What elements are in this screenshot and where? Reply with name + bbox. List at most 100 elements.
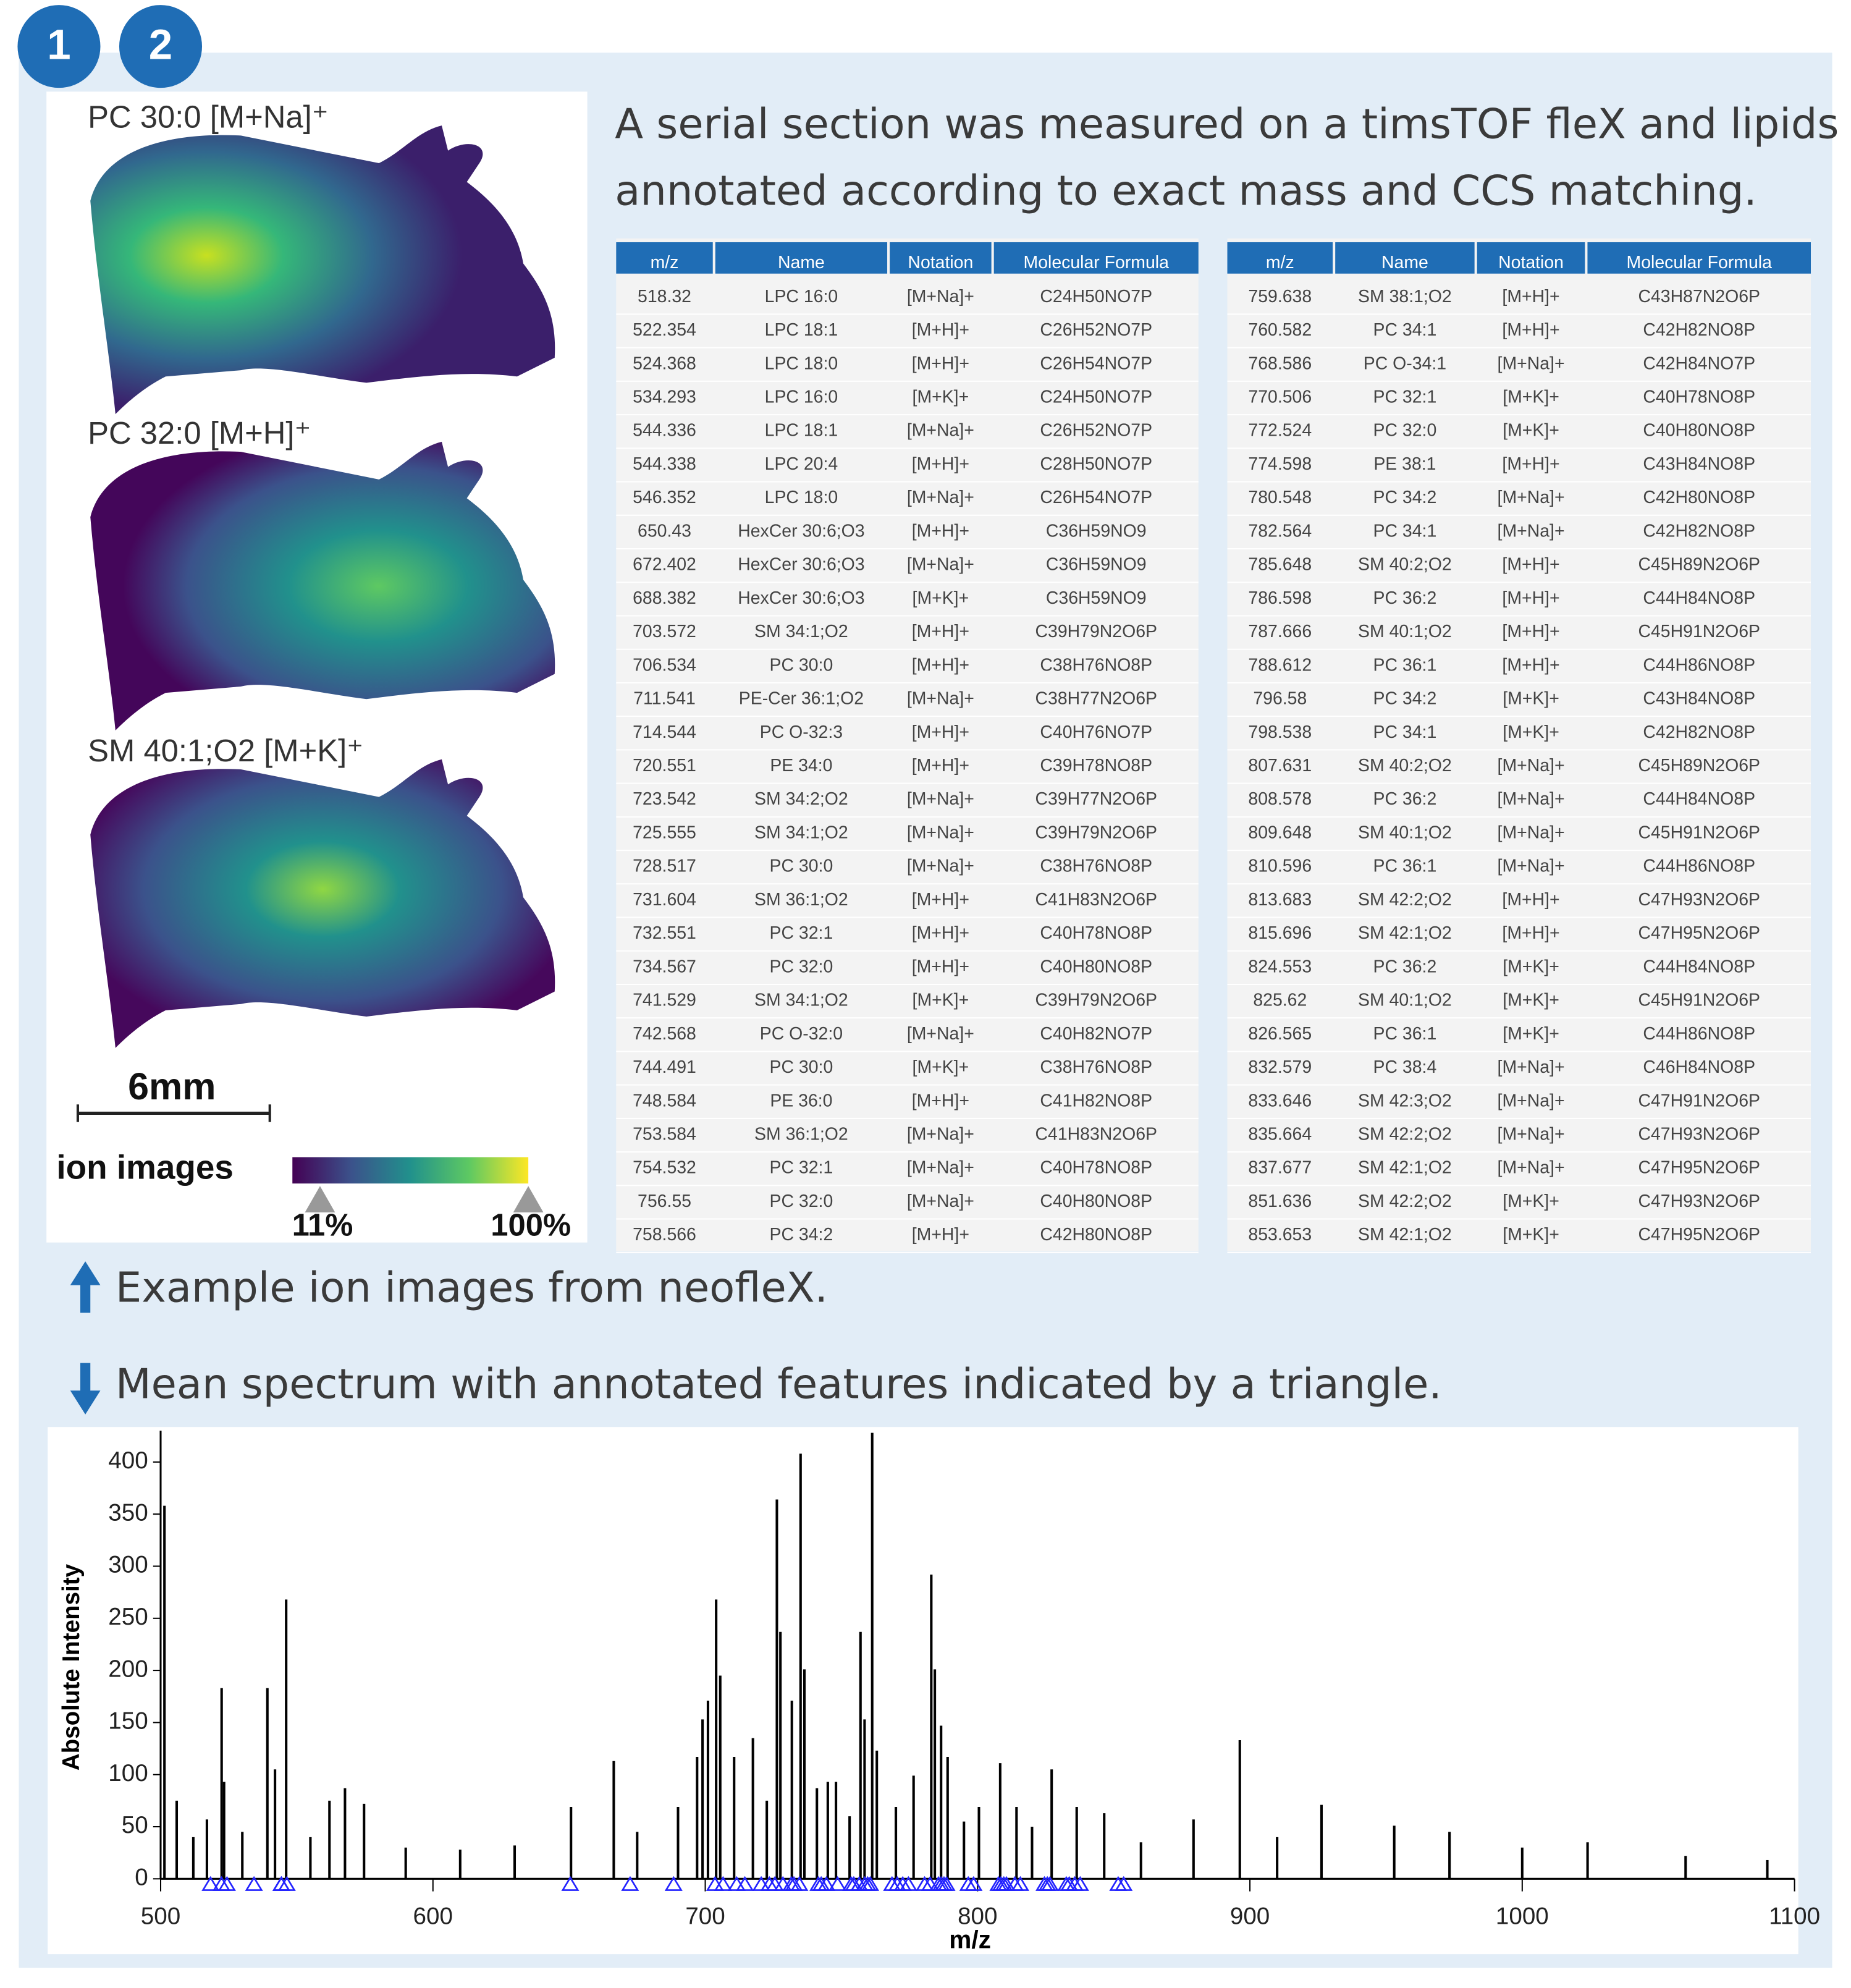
table-cell: C26H54NO7P xyxy=(1040,353,1152,373)
table-cell: 734.567 xyxy=(633,957,696,976)
table-cell: 758.566 xyxy=(633,1225,696,1245)
table-cell: [M+Na]+ xyxy=(1498,1158,1565,1178)
caption: Mean spectrum with annotated features in… xyxy=(116,1360,1442,1408)
table-cell: [M+K]+ xyxy=(1503,421,1559,441)
table-cell: 772.524 xyxy=(1248,421,1312,441)
table-cell: SM 36:1;O2 xyxy=(754,1124,848,1144)
table-cell: PC 38:4 xyxy=(1373,1057,1437,1077)
table-cell: C40H80NO8P xyxy=(1040,1191,1152,1211)
table-cell: [M+H]+ xyxy=(912,320,969,340)
table-cell: 808.578 xyxy=(1248,789,1312,809)
table-cell: PC 36:1 xyxy=(1373,655,1437,675)
table-cell: [M+Na]+ xyxy=(907,823,974,842)
table-cell: C46H84NO8P xyxy=(1643,1057,1755,1077)
table-cell: PC 36:2 xyxy=(1373,588,1437,608)
table-cell: SM 34:1;O2 xyxy=(754,622,848,641)
table-cell: C45H91N2O6P xyxy=(1638,823,1760,842)
table-cell: [M+Na]+ xyxy=(907,857,974,876)
table-cell: LPC 18:0 xyxy=(765,353,838,373)
scale-bar-label: 6mm xyxy=(128,1065,216,1107)
table-cell: C26H52NO7P xyxy=(1040,421,1152,441)
table-cell: C24H50NO7P xyxy=(1040,287,1152,307)
table-cell: 774.598 xyxy=(1248,454,1312,474)
table-cell: 544.338 xyxy=(633,454,696,474)
column-header: m/z xyxy=(651,253,679,273)
table-cell: [M+H]+ xyxy=(912,756,969,776)
y-tick-label: 150 xyxy=(108,1708,148,1735)
table-cell: [M+K]+ xyxy=(913,588,969,608)
table-cell: PC 34:2 xyxy=(1373,488,1437,507)
table-cell: [M+H]+ xyxy=(912,454,969,474)
table-cell: 688.382 xyxy=(633,588,696,608)
table-cell: C43H87N2O6P xyxy=(1638,287,1760,307)
table-cell: C38H76NO8P xyxy=(1040,1057,1152,1077)
table-cell: 810.596 xyxy=(1248,857,1312,876)
table-cell: C38H76NO8P xyxy=(1040,655,1152,675)
table-cell: C28H50NO7P xyxy=(1040,454,1152,474)
table-cell: C42H80NO8P xyxy=(1643,488,1755,507)
table-cell: C38H77N2O6P xyxy=(1035,689,1157,709)
table-cell: [M+K]+ xyxy=(913,387,969,407)
x-tick-label: 700 xyxy=(685,1903,725,1929)
table-cell: [M+Na]+ xyxy=(1498,823,1565,842)
table-cell: C45H91N2O6P xyxy=(1638,622,1760,641)
table-cell: LPC 16:0 xyxy=(765,387,838,407)
table-cell: SM 40:2;O2 xyxy=(1358,555,1452,575)
x-tick-label: 500 xyxy=(141,1903,180,1929)
table-cell: 756.55 xyxy=(638,1191,691,1211)
table-cell: 728.517 xyxy=(633,857,696,876)
table-cell: C40H82NO7P xyxy=(1040,1024,1152,1044)
table-cell: PC 30:0 xyxy=(770,857,833,876)
table-cell: PC 32:0 xyxy=(770,957,833,976)
table-cell: [M+H]+ xyxy=(1502,923,1559,943)
table-cell: [M+H]+ xyxy=(912,521,969,541)
table-cell: C40H78NO8P xyxy=(1643,387,1755,407)
table-cell: [M+K]+ xyxy=(1503,689,1559,709)
table-cell: PC 34:1 xyxy=(1373,722,1437,742)
table-cell: C40H76NO7P xyxy=(1040,722,1152,742)
ion-image-label: SM 40:1;O2 [M+K]⁺ xyxy=(88,733,363,768)
table-cell: 544.336 xyxy=(633,421,696,441)
table-cell: C45H91N2O6P xyxy=(1638,991,1760,1010)
table-cell: [M+Na]+ xyxy=(907,488,974,507)
table-cell: PC 32:1 xyxy=(1373,387,1437,407)
table-cell: C36H59NO9 xyxy=(1046,588,1147,608)
table-cell: 798.538 xyxy=(1248,722,1312,742)
table-cell: [M+H]+ xyxy=(912,1225,969,1245)
table-cell: C44H84NO8P xyxy=(1643,957,1755,976)
table-cell: 754.532 xyxy=(633,1158,696,1178)
y-tick-label: 350 xyxy=(108,1499,148,1526)
intro-text: A serial section was measured on a timsT… xyxy=(615,100,1839,148)
table-cell: PC O-32:0 xyxy=(760,1024,843,1044)
table-cell: SM 42:2;O2 xyxy=(1358,1124,1452,1144)
table-cell: PC 34:1 xyxy=(1373,320,1437,340)
table-cell: [M+H]+ xyxy=(912,353,969,373)
table-cell: SM 42:1;O2 xyxy=(1358,923,1452,943)
table-cell: HexCer 30:6;O3 xyxy=(738,555,864,575)
table-cell: 809.648 xyxy=(1248,823,1312,842)
table-cell: [M+H]+ xyxy=(912,890,969,910)
table-cell: PE-Cer 36:1;O2 xyxy=(739,689,864,709)
table-cell: C47H93N2O6P xyxy=(1638,1124,1760,1144)
table-cell: SM 34:1;O2 xyxy=(754,991,848,1010)
table-cell: PC 30:0 xyxy=(770,655,833,675)
table-cell: C42H80NO8P xyxy=(1040,1225,1152,1245)
table-cell: [M+H]+ xyxy=(912,957,969,976)
table-cell: C44H84NO8P xyxy=(1643,588,1755,608)
y-tick-label: 100 xyxy=(108,1760,148,1787)
table-cell: [M+K]+ xyxy=(913,991,969,1010)
table-cell: [M+Na]+ xyxy=(1498,1124,1565,1144)
table-cell: [M+H]+ xyxy=(1502,287,1559,307)
table-cell: [M+K]+ xyxy=(1503,1191,1559,1211)
table-cell: [M+Na]+ xyxy=(1498,1091,1565,1110)
table-cell: C26H54NO7P xyxy=(1040,488,1152,507)
ion-image-label: PC 30:0 [M+Na]⁺ xyxy=(88,99,328,134)
table-cell: C42H82NO8P xyxy=(1643,722,1755,742)
table-cell: C39H78NO8P xyxy=(1040,756,1152,776)
table-cell: 546.352 xyxy=(633,488,696,507)
column-header: Molecular Formula xyxy=(1024,253,1170,273)
table-cell: 706.534 xyxy=(633,655,696,675)
table-cell: SM 40:1;O2 xyxy=(1358,622,1452,641)
table-cell: SM 42:3;O2 xyxy=(1358,1091,1452,1110)
